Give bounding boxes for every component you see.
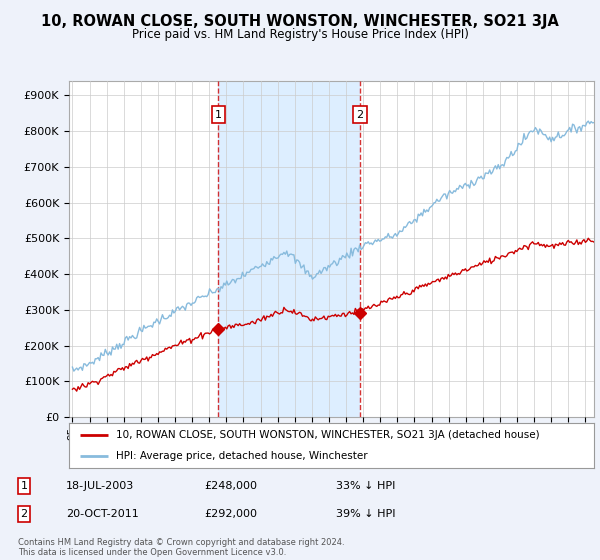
Text: £248,000: £248,000	[204, 481, 257, 491]
Text: 1: 1	[20, 481, 28, 491]
Text: Contains HM Land Registry data © Crown copyright and database right 2024.
This d: Contains HM Land Registry data © Crown c…	[18, 538, 344, 557]
Text: 1: 1	[215, 110, 222, 120]
Text: 2: 2	[20, 509, 28, 519]
Text: 2: 2	[356, 110, 363, 120]
Text: 33% ↓ HPI: 33% ↓ HPI	[336, 481, 395, 491]
Text: 39% ↓ HPI: 39% ↓ HPI	[336, 509, 395, 519]
Text: 10, ROWAN CLOSE, SOUTH WONSTON, WINCHESTER, SO21 3JA: 10, ROWAN CLOSE, SOUTH WONSTON, WINCHEST…	[41, 14, 559, 29]
Text: Price paid vs. HM Land Registry's House Price Index (HPI): Price paid vs. HM Land Registry's House …	[131, 28, 469, 41]
Bar	[218, 81, 360, 417]
Text: 10, ROWAN CLOSE, SOUTH WONSTON, WINCHESTER, SO21 3JA (detached house): 10, ROWAN CLOSE, SOUTH WONSTON, WINCHEST…	[116, 430, 540, 440]
Text: 18-JUL-2003: 18-JUL-2003	[66, 481, 134, 491]
Text: £292,000: £292,000	[204, 509, 257, 519]
Text: HPI: Average price, detached house, Winchester: HPI: Average price, detached house, Winc…	[116, 451, 368, 461]
Text: 20-OCT-2011: 20-OCT-2011	[66, 509, 139, 519]
